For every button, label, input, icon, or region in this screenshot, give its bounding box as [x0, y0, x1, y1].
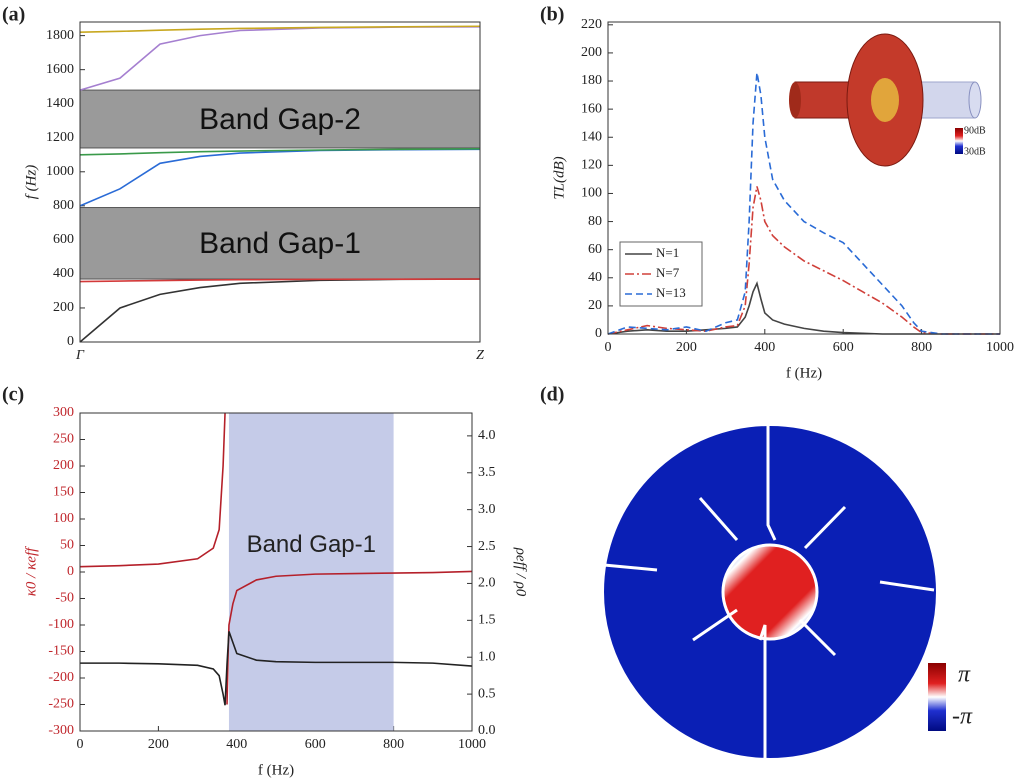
shaded-region: [228, 413, 394, 731]
inset-model: [789, 33, 982, 167]
x-axis-label: f (Hz): [786, 365, 822, 381]
band-line: [79, 148, 481, 207]
y-tick-label: -100: [48, 617, 74, 632]
y-tick-label: 80: [588, 214, 602, 229]
y2-tick-label: 0.5: [478, 686, 496, 701]
panel-label: (c): [2, 384, 24, 406]
legend-label: N=7: [656, 265, 680, 280]
y-tick-label: 20: [588, 298, 602, 313]
panel-label: (b): [540, 4, 564, 26]
y2-axis-label: ρeff / ρ0: [513, 547, 529, 597]
y-tick-label: 180: [581, 73, 602, 88]
x-tick-label: 800: [911, 340, 932, 355]
y2-tick-label: 3.0: [478, 502, 496, 517]
band-line: [79, 25, 481, 91]
x-tick-label: 0: [77, 737, 84, 752]
response-line: [79, 412, 473, 705]
y-tick-label: 140: [581, 129, 602, 144]
x-tick-label: Z: [476, 348, 484, 363]
plot-frame: [79, 412, 473, 732]
band-line: [79, 278, 481, 343]
inset-colorbar-label: 90dB: [964, 125, 986, 136]
y-tick-label: -300: [48, 723, 74, 738]
x-tick-label: 200: [676, 340, 697, 355]
y2-tick-label: 1.5: [478, 613, 496, 628]
y-tick-label: 120: [581, 158, 602, 173]
x-tick-label: Γ: [75, 348, 85, 363]
y-tick-label: -250: [48, 697, 74, 712]
y-tick-label: 300: [53, 405, 74, 420]
band-line: [79, 278, 481, 283]
y-tick-label: 800: [53, 198, 74, 213]
y-tick-label: 200: [53, 300, 74, 315]
y-tick-label: 600: [53, 232, 74, 247]
y-tick-label: 0: [67, 564, 74, 579]
x-tick-label: 600: [305, 737, 326, 752]
y-tick-label: 400: [53, 266, 74, 281]
shaded-label: Band Gap-1: [247, 531, 376, 558]
colorbar-label: π: [958, 662, 971, 688]
y-axis-label: f (Hz): [23, 165, 39, 200]
x-tick-label: 1000: [986, 340, 1014, 355]
y-tick-label: 1000: [46, 164, 74, 179]
x-tick-label: 1000: [458, 737, 486, 752]
y-tick-label: 0: [67, 334, 74, 349]
band-line: [79, 25, 481, 34]
x-tick-label: 800: [383, 737, 404, 752]
legend-label: N=13: [656, 285, 686, 300]
field-plot: [602, 424, 946, 760]
plot-frame: [79, 21, 481, 343]
y-tick-label: -200: [48, 670, 74, 685]
legend-label: N=1: [656, 245, 679, 260]
x-tick-label: 0: [605, 340, 612, 355]
panel-label: (d): [540, 384, 564, 406]
y-tick-label: 1400: [46, 96, 74, 111]
y2-tick-label: 2.0: [478, 576, 496, 591]
y-tick-label: 160: [581, 101, 602, 116]
y-tick-label: 100: [581, 186, 602, 201]
x-tick-label: 600: [833, 340, 854, 355]
y-tick-label: 100: [53, 511, 74, 526]
y-tick-label: -150: [48, 644, 74, 659]
tl-line: [607, 186, 1000, 335]
y-axis-label: TL(dB): [551, 156, 567, 199]
y2-tick-label: 1.0: [478, 649, 496, 664]
y-tick-label: 1600: [46, 62, 74, 77]
y2-tick-label: 0.0: [478, 723, 496, 738]
y-tick-label: -50: [55, 591, 74, 606]
y-tick-label: 0: [595, 326, 602, 341]
y2-tick-label: 4.0: [478, 428, 496, 443]
x-axis-label: f (Hz): [258, 762, 294, 778]
inset-colorbar-label: 30dB: [964, 146, 986, 157]
response-line: [80, 631, 473, 706]
y-axis-label: κ0 / κeff: [23, 546, 39, 596]
x-tick-label: 200: [148, 737, 169, 752]
y2-tick-label: 2.5: [478, 539, 496, 554]
y-tick-label: 250: [53, 432, 74, 447]
band-gap: [79, 207, 481, 280]
y-tick-label: 150: [53, 485, 74, 500]
y2-tick-label: 3.5: [478, 465, 496, 480]
y-tick-label: 60: [588, 242, 602, 257]
band-line: [79, 148, 481, 156]
y-tick-label: 40: [588, 270, 602, 285]
y-tick-label: 50: [60, 538, 74, 553]
y-tick-label: 200: [581, 45, 602, 60]
y-tick-label: 1800: [46, 28, 74, 43]
band-gap-label: Band Gap-1: [199, 227, 361, 260]
band-gap-label: Band Gap-2: [199, 103, 361, 136]
y-tick-label: 200: [53, 458, 74, 473]
panel-label: (a): [2, 4, 25, 26]
y-tick-label: 1200: [46, 130, 74, 145]
tl-line: [607, 72, 1000, 335]
y-tick-label: 220: [581, 17, 602, 32]
colorbar-label: -π: [952, 704, 973, 730]
x-tick-label: 400: [226, 737, 247, 752]
x-tick-label: 400: [754, 340, 775, 355]
plot-frame: [607, 21, 1001, 335]
